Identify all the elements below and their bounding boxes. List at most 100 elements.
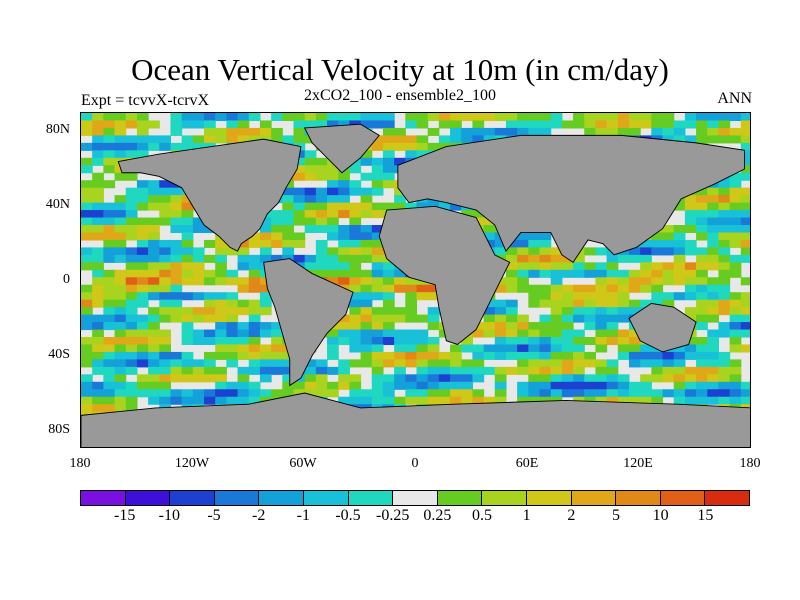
velocity-cell bbox=[539, 284, 552, 293]
velocity-cell bbox=[371, 396, 384, 405]
velocity-cell bbox=[338, 180, 350, 189]
velocity-cell bbox=[237, 299, 250, 308]
velocity-cell bbox=[349, 329, 362, 338]
velocity-cell bbox=[226, 299, 239, 308]
velocity-cell bbox=[360, 284, 373, 293]
velocity-cell bbox=[494, 337, 507, 346]
velocity-cell bbox=[539, 239, 552, 248]
velocity-cell bbox=[125, 195, 138, 204]
velocity-cell bbox=[405, 389, 418, 398]
velocity-cell bbox=[573, 359, 585, 368]
velocity-cell bbox=[259, 217, 272, 226]
velocity-cell bbox=[382, 202, 395, 211]
velocity-cell bbox=[729, 135, 742, 144]
velocity-cell bbox=[192, 329, 205, 338]
velocity-cell bbox=[293, 210, 306, 219]
velocity-cell bbox=[662, 292, 675, 301]
velocity-cell bbox=[517, 381, 529, 390]
velocity-cell bbox=[539, 351, 552, 360]
velocity-cell bbox=[293, 217, 306, 226]
velocity-cell bbox=[640, 396, 652, 405]
velocity-cell bbox=[617, 396, 630, 405]
velocity-cell bbox=[707, 314, 720, 323]
velocity-cell bbox=[573, 284, 585, 293]
velocity-cell bbox=[684, 366, 697, 375]
velocity-cell bbox=[327, 351, 339, 360]
velocity-cell bbox=[595, 337, 608, 346]
velocity-cell bbox=[282, 351, 295, 360]
velocity-cell bbox=[148, 359, 160, 368]
velocity-cell bbox=[438, 396, 451, 405]
velocity-cell bbox=[338, 381, 350, 390]
velocity-cell bbox=[304, 120, 317, 129]
velocity-cell bbox=[718, 381, 731, 390]
velocity-cell bbox=[349, 165, 362, 174]
velocity-cell bbox=[81, 337, 93, 346]
velocity-cell bbox=[92, 299, 104, 308]
velocity-cell bbox=[606, 329, 619, 338]
velocity-cell bbox=[472, 351, 485, 360]
map-panel bbox=[80, 112, 751, 448]
velocity-cell bbox=[204, 127, 216, 136]
velocity-cell bbox=[584, 337, 596, 346]
velocity-cell bbox=[584, 359, 596, 368]
velocity-cell bbox=[483, 396, 496, 405]
velocity-cell bbox=[125, 262, 138, 271]
velocity-cell bbox=[416, 150, 429, 159]
velocity-cell bbox=[394, 366, 406, 375]
velocity-cell bbox=[92, 180, 104, 189]
x-tick-label: 180 bbox=[69, 456, 91, 471]
velocity-cell bbox=[416, 329, 429, 338]
velocity-cell bbox=[159, 337, 172, 346]
velocity-cell bbox=[282, 389, 295, 398]
velocity-cell bbox=[114, 254, 127, 263]
velocity-cell bbox=[740, 239, 750, 248]
velocity-cell bbox=[450, 396, 462, 405]
velocity-cell bbox=[394, 142, 406, 151]
velocity-cell bbox=[595, 381, 608, 390]
velocity-cell bbox=[640, 254, 652, 263]
velocity-cell bbox=[606, 337, 619, 346]
velocity-cell bbox=[315, 210, 328, 219]
velocity-cell bbox=[382, 389, 395, 398]
velocity-cell bbox=[505, 254, 518, 263]
velocity-cell bbox=[327, 389, 339, 398]
velocity-cell bbox=[103, 150, 116, 159]
velocity-cell bbox=[148, 195, 160, 204]
velocity-cell bbox=[360, 202, 373, 211]
velocity-cell bbox=[103, 322, 116, 331]
velocity-cell bbox=[729, 322, 742, 331]
velocity-cell bbox=[114, 210, 127, 219]
velocity-cell bbox=[394, 337, 406, 346]
velocity-cell bbox=[237, 127, 250, 136]
velocity-cell bbox=[315, 120, 328, 129]
velocity-cell bbox=[103, 127, 116, 136]
velocity-cell bbox=[662, 351, 675, 360]
velocity-cell bbox=[293, 157, 306, 166]
velocity-cell bbox=[204, 337, 216, 346]
velocity-cell bbox=[394, 127, 406, 136]
velocity-cell bbox=[740, 202, 750, 211]
velocity-cell bbox=[539, 314, 552, 323]
velocity-cell bbox=[427, 359, 440, 368]
velocity-cell bbox=[461, 396, 473, 405]
velocity-cell bbox=[573, 389, 585, 398]
velocity-cell bbox=[192, 277, 205, 286]
velocity-cell bbox=[662, 299, 675, 308]
velocity-cell bbox=[371, 314, 384, 323]
velocity-cell bbox=[114, 239, 127, 248]
velocity-cell bbox=[528, 284, 541, 293]
velocity-cell bbox=[125, 299, 138, 308]
velocity-cell bbox=[438, 389, 451, 398]
velocity-cell bbox=[349, 314, 362, 323]
velocity-cell bbox=[81, 314, 93, 323]
velocity-cell bbox=[360, 210, 373, 219]
velocity-cell bbox=[148, 381, 160, 390]
velocity-cell bbox=[696, 195, 708, 204]
velocity-cell bbox=[483, 307, 496, 316]
velocity-cell bbox=[595, 127, 608, 136]
velocity-cell bbox=[371, 359, 384, 368]
velocity-cell bbox=[651, 374, 664, 383]
velocity-cell bbox=[595, 113, 608, 122]
colorbar-swatch bbox=[214, 491, 260, 505]
